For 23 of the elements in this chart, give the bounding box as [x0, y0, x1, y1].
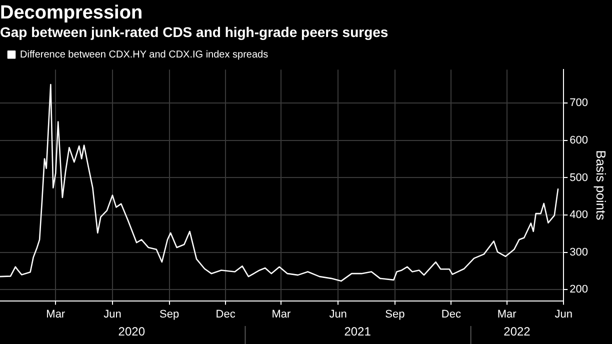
- x-tick-label: Mar: [497, 308, 517, 320]
- x-tick-label: Dec: [216, 308, 236, 320]
- x-tick-label: Mar: [46, 308, 66, 320]
- x-tick-label: Sep: [385, 308, 405, 320]
- y-tick-label: 600: [570, 134, 588, 146]
- x-tick-label: Jun: [329, 308, 347, 320]
- x-tick-label: Sep: [160, 308, 180, 320]
- x-tick-label: Jun: [554, 308, 573, 320]
- text: 2021: [344, 324, 372, 338]
- text: 2022: [504, 324, 531, 338]
- chart-subtitle: Gap between junk-rated CDS and high-grade peers surges: [0, 24, 388, 40]
- x-tick-label: Dec: [441, 308, 462, 320]
- y-tick-label: 700: [570, 97, 588, 110]
- y-tick-label: 500: [570, 172, 588, 184]
- y-tick-label: 200: [570, 284, 588, 296]
- y-tick-label: 300: [570, 246, 588, 258]
- x-tick-label: Jun: [104, 308, 122, 320]
- y-axis-title: Basis points: [593, 150, 608, 221]
- y-tick-label: 400: [570, 209, 588, 222]
- x-tick-label: Mar: [272, 308, 292, 320]
- legend-label: Difference between CDX.HY and CDX.IG index spreads: [20, 49, 268, 60]
- text: 2020: [118, 324, 146, 338]
- chart-title: Decompression: [0, 2, 143, 24]
